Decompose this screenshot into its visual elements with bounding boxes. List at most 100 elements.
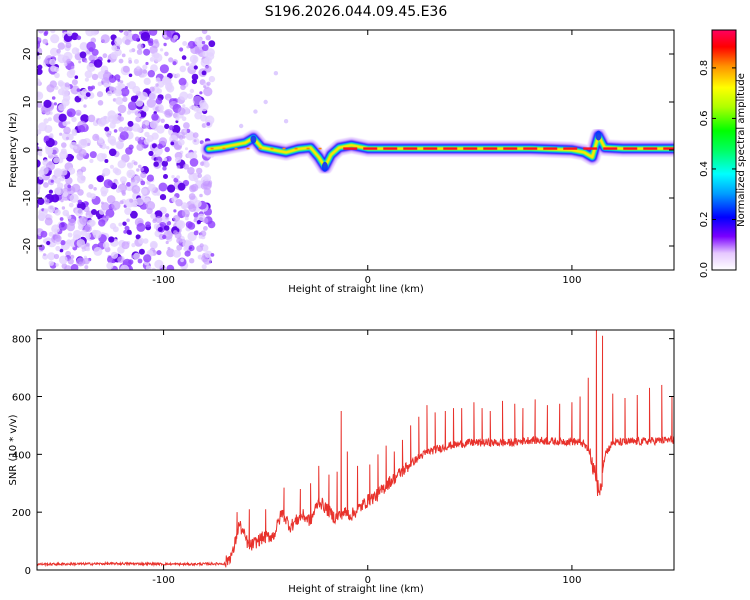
noise-speckle — [76, 257, 86, 267]
noise-speckle — [131, 243, 136, 248]
noise-speckle — [118, 58, 124, 64]
noise-speckle — [68, 202, 74, 208]
noise-speckle — [161, 76, 171, 86]
noise-speckle — [37, 40, 41, 50]
noise-speckle — [130, 177, 136, 183]
noise-speckle — [55, 263, 59, 267]
noise-speckle — [165, 213, 170, 218]
noise-speckle — [129, 49, 133, 53]
noise-speckle — [160, 118, 165, 124]
noise-speckle — [66, 222, 75, 232]
noise-speckle — [182, 104, 186, 108]
noise-speckle — [103, 82, 109, 88]
noise-speckle — [134, 136, 140, 142]
noise-speckle — [189, 258, 195, 264]
noise-speckle — [164, 51, 169, 57]
noise-speckle — [138, 237, 145, 244]
noise-speckle — [61, 206, 66, 210]
noise-speckle — [59, 217, 64, 221]
noise-speckle — [107, 59, 111, 63]
noise-speckle — [121, 241, 130, 250]
noise-speckle — [66, 58, 72, 64]
noise-speckle — [43, 182, 49, 188]
noise-speckle — [79, 51, 87, 59]
colorbar-tick-label: 0.6 — [699, 110, 710, 126]
noise-speckle — [54, 72, 60, 79]
noise-speckle — [157, 143, 163, 150]
noise-speckle — [138, 164, 142, 169]
noise-speckle — [108, 236, 115, 243]
noise-speckle — [175, 120, 179, 124]
noise-speckle — [51, 147, 59, 155]
y-tick-label: -20 — [22, 238, 33, 254]
noise-speckle — [188, 152, 195, 158]
noise-speckle — [74, 75, 79, 79]
noise-speckle — [176, 237, 183, 244]
noise-speckle — [104, 126, 110, 132]
noise-speckle — [106, 262, 114, 270]
noise-speckle — [63, 62, 68, 67]
noise-speckle — [127, 120, 134, 127]
noise-speckle — [187, 93, 193, 99]
noise-speckle — [91, 48, 99, 56]
noise-speckle — [77, 224, 84, 230]
noise-speckle — [142, 105, 149, 112]
noise-speckle — [84, 70, 93, 79]
noise-speckle — [178, 77, 187, 86]
noise-speckle — [48, 260, 54, 266]
noise-speckle — [158, 182, 168, 192]
noise-speckle — [84, 224, 92, 233]
noise-speckle — [124, 39, 131, 46]
noise-speckle — [190, 183, 199, 192]
noise-speckle — [203, 85, 207, 89]
noise-speckle — [199, 99, 207, 108]
noise-speckle — [38, 244, 45, 251]
y-tick-label: 400 — [12, 450, 31, 461]
noise-speckle — [203, 188, 212, 196]
noise-speckle — [73, 229, 82, 239]
ridge-bump — [321, 161, 328, 172]
noise-speckle — [201, 44, 209, 52]
noise-speckle — [199, 91, 203, 95]
noise-speckle — [201, 70, 207, 76]
noise-speckle — [193, 212, 199, 218]
noise-speckle — [83, 104, 87, 108]
noise-speckle — [43, 118, 49, 124]
noise-speckle — [67, 121, 71, 125]
noise-speckle — [200, 161, 205, 167]
noise-speckle — [122, 221, 127, 226]
noise-speckle — [150, 64, 158, 72]
noise-speckle — [42, 38, 48, 45]
noise-speckle — [96, 152, 106, 162]
noise-speckle — [54, 209, 61, 216]
noise-speckle — [210, 253, 215, 257]
noise-speckle — [54, 177, 61, 184]
noise-speckle — [147, 70, 155, 78]
noise-speckle — [85, 30, 95, 37]
noise-speckle — [73, 145, 78, 150]
noise-speckle — [181, 116, 187, 121]
noise-speckle — [97, 216, 101, 220]
noise-speckle — [142, 238, 149, 244]
noise-speckle — [199, 140, 204, 145]
noise-speckle — [46, 161, 55, 171]
noise-speckle — [185, 131, 195, 141]
x-tick-label: -100 — [152, 275, 175, 286]
noise-speckle — [119, 176, 127, 184]
noise-speckle — [48, 231, 54, 237]
y-tick-label: 600 — [12, 393, 31, 404]
noise-speckle — [102, 242, 110, 249]
noise-speckle — [146, 98, 156, 108]
noise-speckle — [48, 189, 54, 194]
noise-speckle — [201, 30, 208, 35]
noise-speckle — [47, 252, 56, 261]
noise-speckle — [110, 251, 119, 259]
noise-speckle — [189, 158, 199, 167]
noise-speckle — [206, 122, 211, 126]
snr-y-label: SNR (10 * v/v) — [8, 414, 19, 485]
noise-speckle — [140, 31, 151, 42]
noise-speckle — [182, 205, 187, 210]
noise-speckle — [64, 265, 72, 270]
noise-speckle — [238, 123, 244, 129]
